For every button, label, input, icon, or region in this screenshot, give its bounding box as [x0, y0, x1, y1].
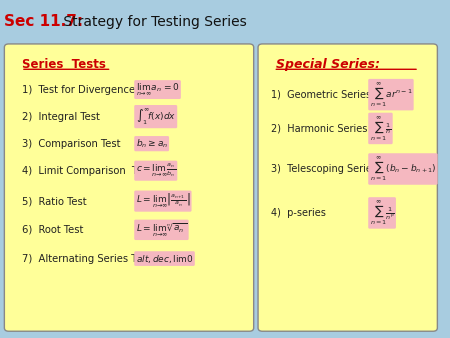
- Text: 1)  Test for Divergence: 1) Test for Divergence: [22, 84, 135, 95]
- Text: 5)  Ratio Test: 5) Ratio Test: [22, 196, 86, 206]
- Text: Strategy for Testing Series: Strategy for Testing Series: [59, 15, 247, 29]
- Text: 7)  Alternating Series Test: 7) Alternating Series Test: [22, 254, 151, 264]
- Text: 2)  Integral Test: 2) Integral Test: [22, 112, 100, 122]
- Text: $L = \lim_{n\to\infty} \sqrt[n]{a_n}$: $L = \lim_{n\to\infty} \sqrt[n]{a_n}$: [135, 221, 187, 239]
- Text: 1)  Geometric Series: 1) Geometric Series: [271, 90, 371, 100]
- Text: $\lim_{n\to\infty} a_n = 0$: $\lim_{n\to\infty} a_n = 0$: [135, 81, 180, 98]
- Text: $\sum_{n=1}^{\infty} \frac{1}{n^p}$: $\sum_{n=1}^{\infty} \frac{1}{n^p}$: [369, 198, 395, 227]
- Text: 4)  Limit Comparison  Test: 4) Limit Comparison Test: [22, 166, 151, 176]
- FancyBboxPatch shape: [0, 0, 437, 41]
- Text: $\int_1^{\infty}\! f(x)dx$: $\int_1^{\infty}\! f(x)dx$: [135, 106, 176, 127]
- Text: 3)  Telescoping Series: 3) Telescoping Series: [271, 164, 377, 174]
- Text: 2)  Harmonic Series: 2) Harmonic Series: [271, 123, 368, 134]
- Text: $\sum_{n=1}^{\infty}(b_n - b_{n+1})$: $\sum_{n=1}^{\infty}(b_n - b_{n+1})$: [369, 154, 436, 184]
- Text: $b_n \geq a_n$: $b_n \geq a_n$: [135, 138, 168, 150]
- Text: Special Series:: Special Series:: [275, 58, 379, 71]
- Text: 3)  Comparison Test: 3) Comparison Test: [22, 139, 120, 149]
- Text: $L = \lim_{n\to\infty}\left|\frac{a_{n+1}}{a_n}\right|$: $L = \lim_{n\to\infty}\left|\frac{a_{n+1…: [135, 192, 190, 210]
- Text: $alt, dec, \lim 0$: $alt, dec, \lim 0$: [135, 252, 194, 265]
- Text: 6)  Root Test: 6) Root Test: [22, 225, 83, 235]
- Text: Sec 11.7:: Sec 11.7:: [4, 15, 84, 29]
- Text: $c = \lim_{n\to\infty} \frac{a_n}{b_n}$: $c = \lim_{n\to\infty} \frac{a_n}{b_n}$: [135, 162, 176, 179]
- Text: $\sum_{n=1}^{\infty} ar^{n-1}$: $\sum_{n=1}^{\infty} ar^{n-1}$: [369, 80, 412, 109]
- Text: Series  Tests: Series Tests: [22, 58, 106, 71]
- FancyBboxPatch shape: [258, 44, 437, 331]
- Text: 4)  p-series: 4) p-series: [271, 208, 326, 218]
- Text: $\sum_{n=1}^{\infty} \frac{1}{n}$: $\sum_{n=1}^{\infty} \frac{1}{n}$: [369, 114, 392, 143]
- FancyBboxPatch shape: [4, 44, 254, 331]
